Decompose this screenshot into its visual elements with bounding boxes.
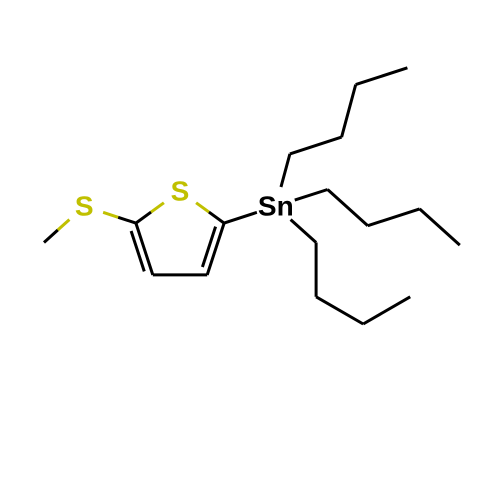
bond xyxy=(290,137,342,154)
bond xyxy=(136,212,151,223)
bond xyxy=(363,297,410,324)
bond xyxy=(292,190,328,201)
bond xyxy=(224,211,260,223)
bonds-layer xyxy=(44,68,460,324)
bond xyxy=(316,297,363,324)
bond xyxy=(420,209,460,245)
bond xyxy=(368,209,420,226)
bond xyxy=(209,212,224,223)
atom-label-s: S xyxy=(75,191,94,222)
bond xyxy=(342,85,356,138)
bond xyxy=(131,231,144,271)
molecule-diagram: S S Sn xyxy=(0,0,500,500)
atom-label-sn: Sn xyxy=(258,191,294,222)
bond xyxy=(202,227,215,267)
atom-label-s: S xyxy=(171,176,190,207)
bond xyxy=(44,230,58,242)
bond xyxy=(280,154,290,190)
bond xyxy=(118,217,136,223)
bond xyxy=(356,68,408,85)
bond xyxy=(328,190,368,226)
